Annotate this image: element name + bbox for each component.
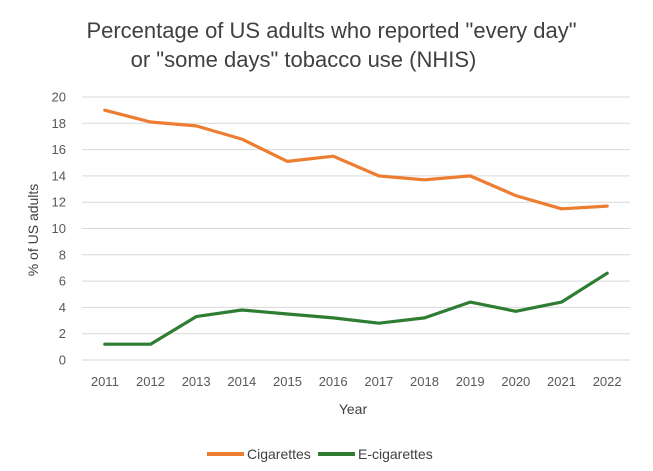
series-line-e-cigarettes (103, 271, 609, 346)
chart-title-line-1: Percentage of US adults who reported "ev… (86, 18, 577, 43)
chart-title: Percentage of US adults who reported "ev… (0, 16, 653, 74)
y-tick-4: 4 (59, 300, 66, 315)
series-lines (103, 108, 609, 346)
y-tick-20: 20 (52, 90, 66, 105)
legend-label-cigarettes: Cigarettes (247, 446, 311, 462)
y-tick-0: 0 (59, 353, 66, 368)
x-tick-labels: 2011 2012 2013 2014 2015 2016 2017 2018 2019 2020… (91, 374, 622, 389)
x-tick-2019: 2019 (456, 374, 485, 389)
y-tick-10: 10 (52, 221, 66, 236)
y-tick-16: 16 (52, 142, 66, 157)
chart-title-line-2: or "some days" tobacco use (NHIS) (130, 47, 477, 72)
y-tick-8: 8 (59, 247, 66, 262)
y-tick-6: 6 (59, 274, 66, 289)
x-tick-2021: 2021 (547, 374, 576, 389)
y-tick-2: 2 (59, 326, 66, 341)
legend-label-e-cigarettes: E-cigarettes (358, 446, 433, 462)
y-tick-labels: 0 2 4 6 8 10 12 14 16 18 20 (52, 90, 66, 368)
x-tick-2020: 2020 (501, 374, 530, 389)
x-tick-2017: 2017 (364, 374, 393, 389)
x-tick-2014: 2014 (227, 374, 256, 389)
x-tick-2016: 2016 (319, 374, 348, 389)
x-axis-label: Year (339, 401, 368, 417)
y-axis-label: % of US adults (25, 184, 41, 277)
y-tick-12: 12 (52, 195, 66, 210)
x-tick-2011: 2011 (91, 374, 119, 389)
y-tick-14: 14 (52, 168, 66, 183)
x-tick-2012: 2012 (136, 374, 165, 389)
series-line-cigarettes (103, 108, 609, 211)
legend: Cigarettes E-cigarettes (207, 446, 433, 462)
x-tick-2022: 2022 (593, 374, 622, 389)
y-tick-18: 18 (52, 116, 66, 131)
x-tick-2018: 2018 (410, 374, 439, 389)
x-tick-2015: 2015 (273, 374, 302, 389)
x-tick-2013: 2013 (182, 374, 211, 389)
